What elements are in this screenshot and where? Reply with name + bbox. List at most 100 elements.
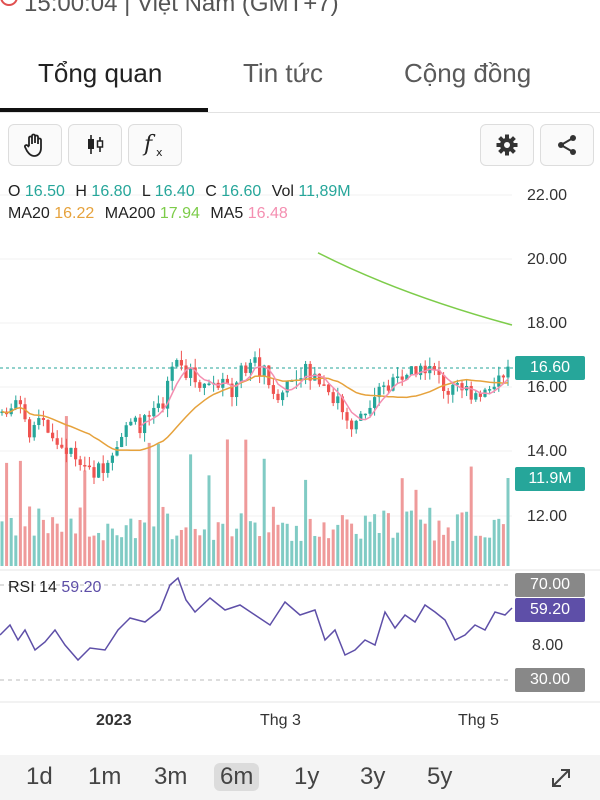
open-label: O: [8, 183, 21, 200]
volume-bar: [469, 466, 473, 566]
volume-bar: [198, 535, 202, 566]
candle-body: [110, 455, 114, 463]
volume-bar: [179, 529, 183, 566]
candle-body: [478, 393, 482, 397]
candle-body: [87, 465, 91, 468]
candle-body: [248, 362, 252, 373]
hand-tool-button[interactable]: [8, 124, 62, 166]
candle-body: [129, 421, 133, 426]
volume-bar: [225, 439, 229, 566]
candle-body: [18, 400, 22, 405]
candle-body: [92, 467, 96, 478]
volume-bar: [147, 442, 151, 566]
candle-body: [97, 463, 101, 478]
volume-bar: [327, 538, 331, 566]
candle-body: [276, 393, 280, 401]
rsi-value: 59.20: [61, 579, 102, 596]
candle-body: [156, 403, 160, 408]
volume-bar: [18, 460, 22, 566]
range-1y[interactable]: 1y: [294, 763, 320, 790]
range-3y[interactable]: 3y: [360, 763, 386, 790]
volume-bar: [64, 416, 68, 566]
volume-bar: [244, 439, 248, 566]
last-price-tag: 16.60: [515, 356, 585, 380]
volume-bar: [97, 532, 101, 566]
expand-icon[interactable]: [548, 765, 574, 791]
high-value: 16.80: [91, 183, 132, 200]
chart-type-button[interactable]: [68, 124, 122, 166]
volume-bar: [55, 523, 59, 566]
candle-body: [161, 403, 165, 409]
low-value: 16.40: [154, 183, 195, 200]
volume-bar: [262, 458, 266, 566]
tab-overview[interactable]: Tổng quan: [38, 58, 163, 88]
rsi-legend: RSI 14 59.20: [8, 579, 101, 597]
ma200-line: [317, 252, 513, 326]
candle-body: [133, 417, 137, 422]
candle-body: [313, 373, 317, 381]
volume-bar: [382, 510, 386, 566]
volume-bar: [37, 508, 41, 566]
volume-bar: [281, 522, 285, 566]
volume-bar: [313, 535, 317, 566]
candle-body: [74, 447, 78, 460]
volume-bar: [497, 518, 501, 566]
volume-bar: [166, 513, 170, 566]
volume-bar: [373, 514, 377, 566]
range-5y[interactable]: 5y: [427, 763, 453, 790]
ma5-label: MA5: [210, 205, 244, 222]
tab-news[interactable]: Tin tức: [243, 58, 324, 88]
volume-bar: [400, 478, 404, 566]
candle-body: [244, 365, 248, 373]
volume-bar: [405, 511, 409, 566]
candle-body: [368, 407, 372, 414]
volume-bar: [423, 523, 427, 566]
candle-body: [327, 384, 331, 393]
candle-body: [170, 366, 174, 381]
volume-bar: [14, 535, 18, 566]
range-1d[interactable]: 1d: [26, 763, 53, 790]
tab-bar: Tổng quan Tin tức Cộng đồng: [0, 40, 600, 113]
rsi-lower-tag: 30.00: [515, 668, 585, 692]
volume-bar: [478, 535, 482, 566]
volume-bar: [184, 527, 188, 566]
tab-community[interactable]: Cộng đồng: [404, 58, 532, 88]
volume-bar: [101, 540, 105, 566]
range-3m[interactable]: 3m: [154, 763, 188, 790]
candle-body: [469, 385, 473, 400]
volume-bar: [442, 534, 446, 566]
volume-bar: [9, 517, 13, 566]
candle-body: [32, 425, 36, 438]
active-tab-indicator: [0, 108, 208, 112]
price-axis-label: 14.00: [527, 443, 568, 460]
ma20-line: [1, 375, 509, 452]
share-button[interactable]: [540, 124, 594, 166]
range-6m[interactable]: 6m: [214, 763, 260, 791]
volume-bar: [120, 537, 124, 566]
candle-body: [41, 418, 45, 420]
volume-bar: [446, 527, 450, 566]
volume-bar: [363, 515, 367, 566]
volume-bar: [87, 536, 91, 566]
volume-bar: [299, 540, 303, 566]
candle-body: [267, 365, 271, 386]
candle-body: [396, 376, 400, 378]
indicators-button[interactable]: f x: [128, 124, 182, 166]
open-value: 16.50: [24, 183, 65, 200]
volume-bar: [46, 533, 50, 566]
candle-body: [28, 419, 32, 438]
volume-bar: [428, 507, 432, 566]
candle-body: [405, 374, 409, 380]
candle-body: [152, 407, 156, 417]
volume-bar: [386, 513, 390, 566]
candle-body: [69, 447, 73, 454]
candle-body: [225, 378, 229, 384]
volume-bar: [336, 524, 340, 566]
status-line: 15:00:04 | Việt Nam (GMT+7): [0, 0, 600, 22]
settings-button[interactable]: [480, 124, 534, 166]
price-axis-label: 22.00: [527, 187, 568, 204]
range-1m[interactable]: 1m: [88, 763, 122, 790]
volume-bar: [83, 470, 87, 566]
candle-body: [198, 382, 202, 388]
